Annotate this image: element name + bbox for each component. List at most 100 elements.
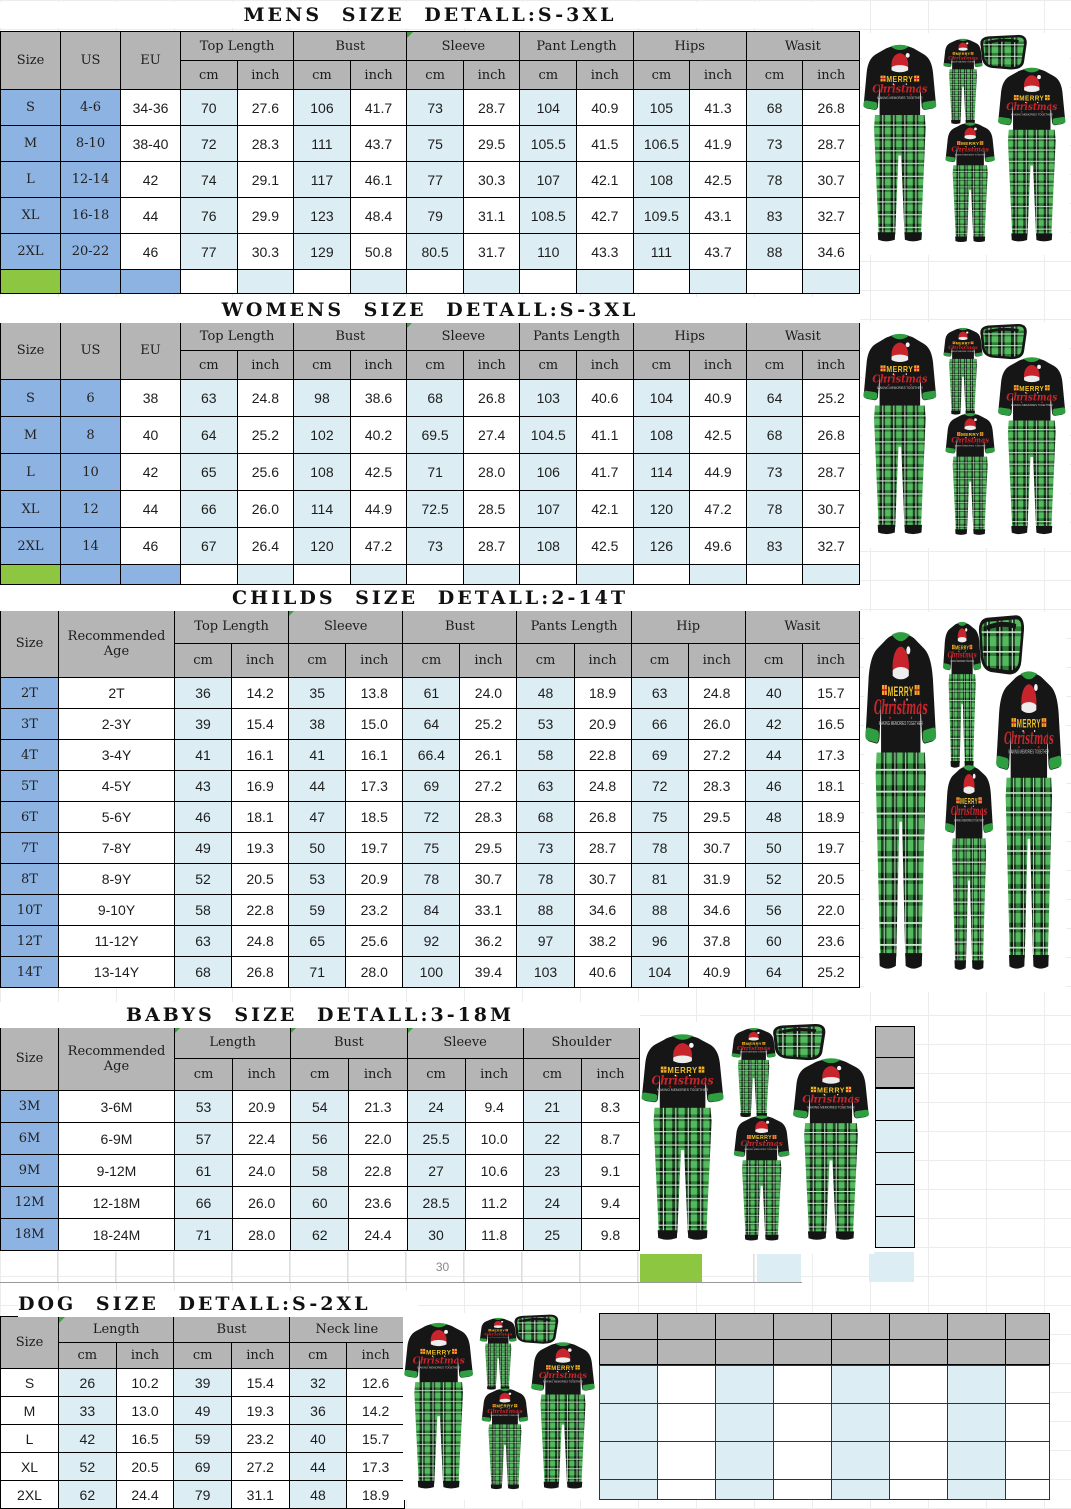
cell: 20.9 (232, 1090, 292, 1123)
cell: 57 (173, 1122, 234, 1155)
cell: 34.6 (687, 894, 746, 926)
cell: 47.2 (349, 527, 408, 565)
cell: 21 (522, 1090, 582, 1123)
cell: 31.1 (230, 1480, 290, 1509)
cell: 24.4 (348, 1218, 408, 1251)
cell: 38-40 (120, 125, 181, 162)
cell: 22.0 (801, 894, 861, 926)
cell: 30.7 (687, 832, 746, 864)
cell: 44.9 (689, 453, 747, 491)
empty-row (0, 269, 860, 294)
cell: 104 (632, 379, 691, 417)
table-row: 3T 2-3Y 39 15.4 38 15.0 64 25.2 53 20.9 66 26.0 42 16… (0, 708, 861, 740)
cell: 9.4 (580, 1186, 641, 1219)
cell: 42.5 (689, 416, 747, 454)
cell: 38.2 (573, 925, 632, 957)
column-group-header: Shoulder (522, 1026, 641, 1059)
column-group-header: Top Length (173, 609, 290, 644)
cell: 40.6 (576, 379, 634, 417)
cell: 30.7 (459, 863, 518, 895)
cell: 19.3 (231, 832, 290, 864)
cell: XL (0, 197, 61, 234)
cell: 9M (0, 1154, 59, 1187)
cell: 48 (288, 1480, 348, 1509)
unit-header: cm (745, 60, 804, 90)
cell: XL (0, 1452, 59, 1481)
cell: 53 (516, 708, 575, 740)
us-column-header: US (60, 31, 121, 90)
cell: 34.6 (802, 233, 860, 270)
cell: 25.5 (406, 1122, 466, 1155)
cell: 78 (745, 161, 804, 198)
cell: 56 (290, 1122, 350, 1155)
eu-column-header: EU (120, 31, 181, 90)
cell: 14.2 (346, 1396, 405, 1425)
cell: 42.5 (689, 161, 747, 198)
childs-header-row: Size Recommended Age Top Length Sleeve Bus… (0, 609, 861, 678)
womens-size-table: Size US EU Top Length Bust Sleeve Pants Len… (0, 321, 861, 585)
table-row: M 33 13.0 49 19.3 36 14.2 (0, 1396, 405, 1425)
mens-size-table: Size US EU Top Length Bust Sleeve Pant Leng… (0, 31, 861, 294)
mens-product-photo (862, 33, 1070, 255)
table-row: L 12-14 42 74 29.1 117 46.1 77 30.3 107 42.1 108 42.… (0, 161, 860, 198)
cell: 18.9 (801, 801, 861, 833)
cell: 33 (58, 1396, 117, 1425)
cell: 2T (58, 677, 175, 709)
cell: 28.3 (236, 125, 295, 162)
cell: 52 (173, 863, 233, 895)
age-column-header: Recommended Age (58, 609, 175, 678)
unit-header: inch (689, 60, 747, 90)
babys-header-row: Size Recommended Age Length Bust Sleeve Sho… (0, 1026, 641, 1091)
cell: 44 (120, 197, 181, 234)
cell: 50 (744, 832, 803, 864)
cell: 15.4 (231, 708, 290, 740)
unit-header: cm (632, 350, 691, 380)
cell: 13.8 (345, 677, 404, 709)
cell: 20-22 (60, 233, 121, 270)
cell: 73 (406, 527, 464, 565)
cell: 67 (180, 527, 238, 565)
cell: 2XL (0, 233, 61, 270)
cell: 33.1 (459, 894, 518, 926)
column-group-header: Hip (630, 609, 746, 644)
unit-header: cm (173, 1058, 234, 1091)
cell: 35 (288, 677, 347, 709)
size-column-header: Size (0, 1026, 59, 1091)
cell: 21.3 (348, 1090, 408, 1123)
unit-header: inch (687, 643, 746, 678)
cell: 8.7 (580, 1122, 641, 1155)
cell: 14 (60, 527, 121, 565)
childs-units-row: cm inch cm inch cm inch cm inch cm inch cm inch (1, 643, 861, 678)
babys-product-photo (640, 1022, 874, 1254)
cell: 73 (745, 453, 804, 491)
cell: 42.1 (576, 490, 634, 528)
cell: 44.9 (349, 490, 408, 528)
size-column-header: Size (0, 31, 61, 90)
childs-product-photo (864, 612, 1066, 992)
size-column-header: Size (0, 321, 61, 380)
cell: 79 (406, 197, 464, 234)
cell: 102 (293, 416, 351, 454)
column-group-header: Pants Length (519, 321, 634, 351)
cell: 117 (293, 161, 351, 198)
unit-header: inch (230, 1342, 290, 1369)
unit-header: inch (576, 60, 634, 90)
cell: 16.1 (231, 739, 290, 771)
cell: 30.7 (802, 161, 860, 198)
cell: 27.4 (462, 416, 521, 454)
cell: 20.5 (801, 863, 861, 895)
table-row: 2XL 62 24.4 79 31.1 48 18.9 (0, 1480, 405, 1509)
cell: 75 (630, 801, 689, 833)
table-row: M 8-10 38-40 72 28.3 111 43.7 75 29.5 105.5 41.5 10… (0, 125, 860, 162)
cell: 100 (402, 956, 461, 988)
column-group-header: Bust (173, 1316, 290, 1343)
unit-header: inch (801, 643, 861, 678)
cell: 34.6 (573, 894, 632, 926)
cell: 25.2 (459, 708, 518, 740)
cell: 28.7 (462, 527, 521, 565)
cell: 30.7 (573, 863, 632, 895)
cell: M (0, 1396, 59, 1425)
cell: 83 (745, 197, 804, 234)
cell: 104 (519, 89, 578, 126)
cell: 20.5 (115, 1452, 175, 1481)
